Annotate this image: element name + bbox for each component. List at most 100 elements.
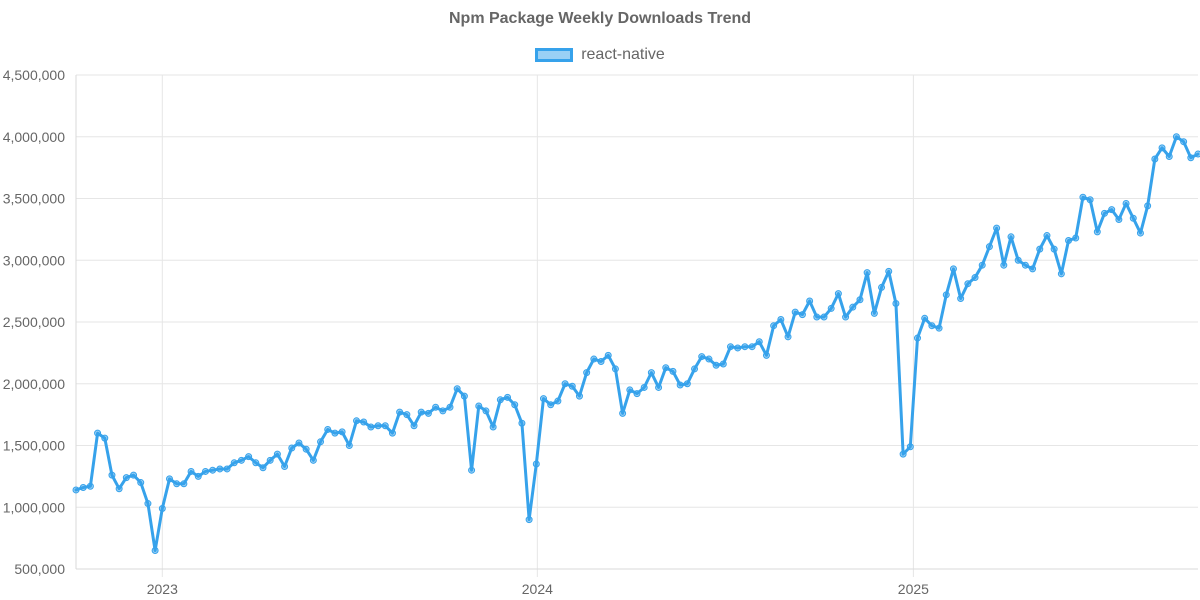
data-point — [266, 456, 274, 464]
data-point — [324, 425, 332, 433]
data-point — [281, 463, 289, 470]
data-point — [633, 390, 641, 398]
data-point — [878, 283, 886, 291]
data-point — [755, 338, 763, 346]
data-point — [151, 546, 159, 554]
data-point — [561, 380, 569, 388]
data-point — [396, 408, 404, 416]
x-tick-label: 2024 — [522, 581, 553, 597]
data-point — [417, 408, 425, 416]
legend[interactable]: react-native — [0, 46, 1200, 64]
data-point — [784, 333, 792, 341]
data-point — [676, 381, 684, 389]
data-point — [669, 367, 677, 375]
data-point — [1021, 261, 1029, 269]
data-point — [985, 243, 993, 251]
data-point — [1000, 261, 1008, 269]
data-point — [1122, 199, 1130, 207]
data-point — [547, 401, 555, 409]
data-point — [1086, 196, 1094, 204]
data-point — [360, 418, 368, 426]
data-point — [288, 444, 296, 452]
data-point — [504, 393, 512, 401]
x-axis: 2023 2024 2025 — [76, 568, 1198, 597]
data-point — [604, 351, 612, 359]
y-tick-label: 3,000,000 — [3, 252, 65, 268]
data-point — [101, 434, 109, 442]
data-point — [1136, 229, 1144, 237]
data-point — [1079, 193, 1087, 201]
data-point — [482, 407, 490, 415]
data-point — [935, 324, 943, 332]
data-point — [806, 297, 814, 305]
data-point — [1057, 270, 1065, 278]
data-point — [525, 516, 533, 524]
data-point — [957, 295, 965, 303]
y-tick-label: 2,500,000 — [3, 314, 65, 330]
data-point — [928, 322, 936, 330]
data-point — [705, 355, 713, 363]
data-point — [403, 411, 411, 419]
data-point — [849, 303, 857, 311]
data-point — [1050, 245, 1058, 253]
data-point — [741, 343, 749, 351]
data-point — [870, 309, 878, 317]
data-point — [647, 369, 655, 377]
data-point — [144, 500, 152, 508]
data-point — [273, 450, 281, 458]
data-point — [734, 344, 742, 352]
data-point — [777, 316, 785, 324]
data-point — [899, 450, 907, 458]
data-point — [863, 269, 871, 277]
data-point — [309, 456, 317, 464]
data-point — [942, 291, 950, 299]
data-point — [338, 428, 346, 436]
data-point — [583, 369, 591, 377]
data-point — [597, 358, 605, 366]
y-tick-label: 3,500,000 — [3, 191, 65, 207]
data-point — [367, 423, 375, 431]
data-point — [295, 439, 303, 447]
data-point — [86, 482, 94, 490]
data-point — [468, 466, 476, 474]
data-point — [388, 429, 396, 437]
data-point — [1144, 202, 1152, 210]
data-point — [993, 224, 1001, 232]
data-point — [381, 422, 389, 430]
data-point — [590, 355, 598, 363]
data-point — [856, 296, 864, 304]
data-point — [791, 308, 799, 316]
data-point — [978, 261, 986, 269]
legend-swatch[interactable] — [535, 48, 574, 62]
data-point — [554, 397, 562, 405]
data-point — [460, 392, 468, 400]
legend-label[interactable]: react-native — [581, 46, 665, 63]
data-point — [209, 466, 217, 474]
data-point — [194, 472, 202, 480]
data-point — [72, 486, 80, 494]
y-tick-label: 1,500,000 — [3, 438, 65, 454]
data-point — [964, 280, 972, 288]
data-point — [331, 429, 339, 437]
data-point — [683, 380, 691, 388]
data-point — [511, 401, 519, 409]
data-point — [748, 343, 756, 351]
data-point — [489, 423, 497, 431]
data-point — [201, 467, 209, 475]
data-point — [1108, 206, 1116, 214]
data-point — [345, 442, 353, 449]
data-point — [540, 395, 547, 403]
data-point — [245, 453, 253, 461]
y-tick-label: 1,000,000 — [3, 499, 65, 515]
data-point — [94, 429, 102, 437]
data-point — [137, 479, 145, 487]
data-point — [914, 334, 921, 342]
data-point — [230, 459, 238, 467]
data-point — [302, 445, 310, 453]
data-point — [626, 386, 634, 394]
data-point — [611, 365, 619, 373]
data-point — [453, 385, 461, 393]
data-point — [655, 383, 663, 391]
data-point — [971, 274, 979, 282]
data-point — [1115, 216, 1123, 223]
